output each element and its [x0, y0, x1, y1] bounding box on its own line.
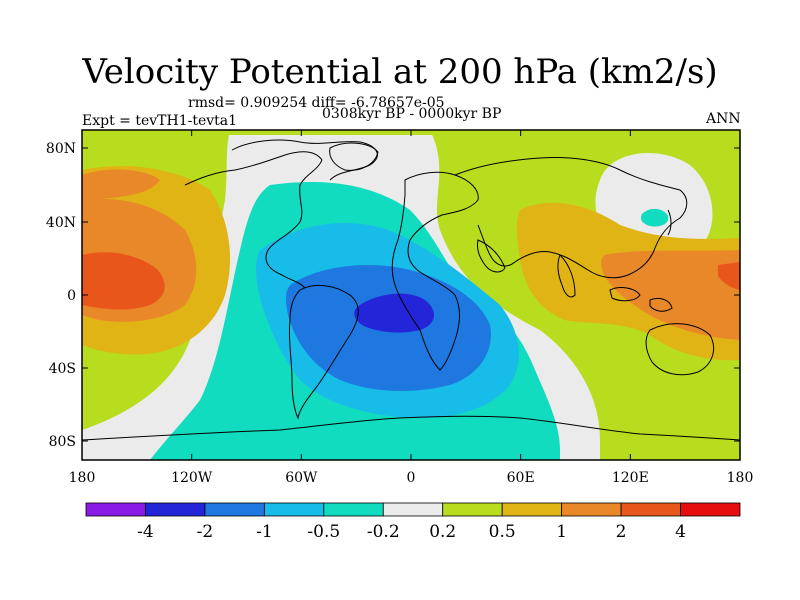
- lon-tick-label: 180: [69, 470, 96, 486]
- colorbar-swatch: [561, 502, 622, 517]
- lon-tick-label: 60W: [285, 470, 318, 486]
- colorbar: -4 -2 -1 -0.5 -0.2 0.2 0.5 1 2 4: [85, 502, 741, 542]
- lat-tick-label: 80N: [46, 141, 76, 157]
- colorbar-swatch: [501, 502, 563, 517]
- colorbar-label: -0.2: [367, 522, 400, 542]
- colorbar-swatch: [620, 502, 681, 517]
- contour-field: [82, 130, 740, 460]
- longitude-axis: 180 120W 60W 0 60E 120E 180: [69, 130, 754, 486]
- colorbar-swatch: [263, 502, 325, 517]
- latitude-axis: 80N 40N 0 40S 80S: [46, 141, 740, 450]
- season-label: ANN: [706, 111, 741, 127]
- colorbar-swatch: [85, 502, 146, 517]
- colorbar-label: -0.5: [307, 522, 340, 542]
- lat-tick-label: 40N: [46, 215, 76, 231]
- colorbar-label: 1: [556, 522, 567, 542]
- colorbar-swatch: [145, 502, 206, 517]
- experiment-label: Expt = tevTH1-tevta1: [82, 113, 238, 129]
- colorbar-label: 0.5: [489, 522, 516, 542]
- colorbar-label: 0.2: [429, 522, 456, 542]
- lon-tick-label: 120W: [171, 470, 213, 486]
- colorbar-label: 4: [675, 522, 686, 542]
- colorbar-swatch: [680, 502, 741, 517]
- map-title: Velocity Potential at 200 hPa (km2/s): [82, 52, 718, 92]
- colorbar-label: -4: [137, 522, 154, 542]
- colorbar-swatch: [204, 502, 265, 517]
- lon-tick-label: 120E: [612, 470, 649, 486]
- lon-tick-label: 60E: [507, 470, 535, 486]
- lon-tick-label: 0: [407, 470, 416, 486]
- coastlines: [82, 139, 740, 441]
- colorbar-label: -2: [197, 522, 214, 542]
- lat-tick-label: 40S: [49, 361, 76, 377]
- period-label: 0308kyr BP - 0000kyr BP: [322, 106, 502, 122]
- colorbar-label: 2: [616, 522, 627, 542]
- colorbar-swatch: [382, 502, 444, 517]
- colorbar-swatch: [442, 502, 503, 517]
- lon-tick-label: 180: [727, 470, 754, 486]
- lat-tick-label: 0: [67, 288, 76, 304]
- stats-text: rmsd= 0.909254 diff= -6.78657e-05: [188, 95, 445, 111]
- lat-tick-label: 80S: [49, 434, 76, 450]
- colorbar-swatch: [323, 502, 384, 517]
- colorbar-label: -1: [256, 522, 273, 542]
